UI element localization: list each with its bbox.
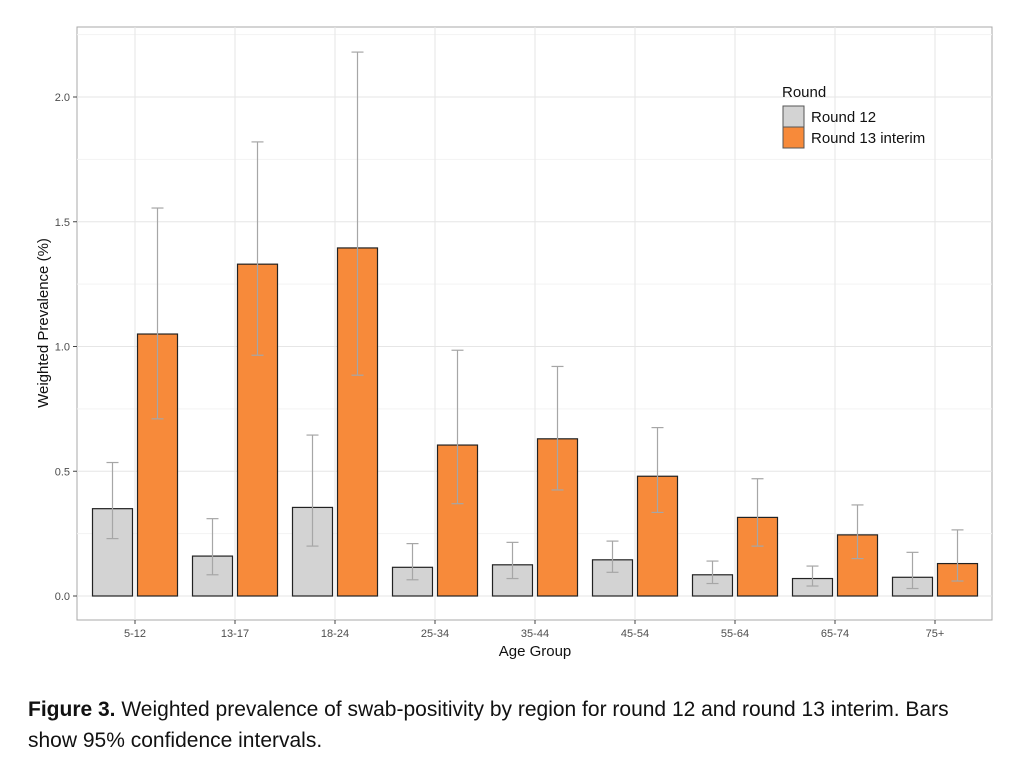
error-bar bbox=[206, 518, 219, 576]
error-bar bbox=[151, 207, 164, 420]
x-tick-label: 13-17 bbox=[221, 628, 249, 640]
x-tick-label: 45-54 bbox=[621, 628, 649, 640]
legend-swatch-round-13-interim bbox=[782, 126, 805, 149]
error-bar bbox=[951, 529, 964, 582]
x-tick-label: 75+ bbox=[926, 628, 945, 640]
bars-layer bbox=[91, 247, 979, 597]
bar-chart: 0.0 0.5 1.0 1.5 2.0 5-12 13-17 18-24 25-34 35-44… bbox=[35, 26, 993, 660]
legend-label-round-12: Round 12 bbox=[811, 109, 876, 126]
error-bar bbox=[551, 365, 564, 491]
error-bar bbox=[506, 541, 519, 580]
error-bar bbox=[806, 565, 819, 587]
error-bar bbox=[306, 434, 319, 547]
error-bar bbox=[851, 504, 864, 560]
error-bar bbox=[251, 141, 264, 356]
legend-label-round-13-interim: Round 13 interim bbox=[811, 130, 925, 147]
error-bar bbox=[351, 51, 364, 376]
x-tick-label: 65-74 bbox=[821, 628, 849, 640]
error-bars-layer bbox=[106, 51, 964, 590]
x-tick-label: 55-64 bbox=[721, 628, 749, 640]
bar-round-12 bbox=[91, 508, 134, 597]
error-bar bbox=[406, 543, 419, 581]
error-bar bbox=[751, 478, 764, 547]
figure-caption-label: Figure 3. bbox=[28, 698, 116, 721]
error-bar bbox=[606, 540, 619, 573]
legend: Round Round 12 Round 13 interim bbox=[782, 84, 925, 149]
y-tick-label: 0.5 bbox=[55, 466, 70, 478]
legend-title: Round bbox=[782, 84, 826, 101]
y-axis: 0.0 0.5 1.0 1.5 2.0 bbox=[55, 92, 77, 603]
error-bar bbox=[106, 461, 119, 540]
y-tick-label: 1.5 bbox=[55, 217, 70, 229]
x-tick-label: 18-24 bbox=[321, 628, 349, 640]
figure-caption: Figure 3. Weighted prevalence of swab-po… bbox=[28, 694, 988, 756]
x-axis: 5-12 13-17 18-24 25-34 35-44 45-54 55-64 65-74 7… bbox=[124, 620, 944, 640]
figure-caption-text: Weighted prevalence of swab-positivity b… bbox=[28, 698, 949, 752]
y-axis-title: Weighted Prevalence (%) bbox=[35, 238, 52, 408]
y-tick-label: 1.0 bbox=[55, 342, 70, 354]
x-tick-label: 5-12 bbox=[124, 628, 146, 640]
y-tick-label: 0.0 bbox=[55, 591, 70, 603]
error-bar bbox=[706, 560, 719, 585]
error-bar bbox=[906, 551, 919, 590]
error-bar bbox=[651, 426, 664, 514]
error-bar bbox=[451, 349, 464, 505]
y-tick-label: 2.0 bbox=[55, 92, 70, 104]
x-tick-label: 35-44 bbox=[521, 628, 549, 640]
x-tick-label: 25-34 bbox=[421, 628, 449, 640]
x-axis-title: Age Group bbox=[499, 643, 572, 660]
legend-swatch-round-12 bbox=[782, 105, 805, 128]
